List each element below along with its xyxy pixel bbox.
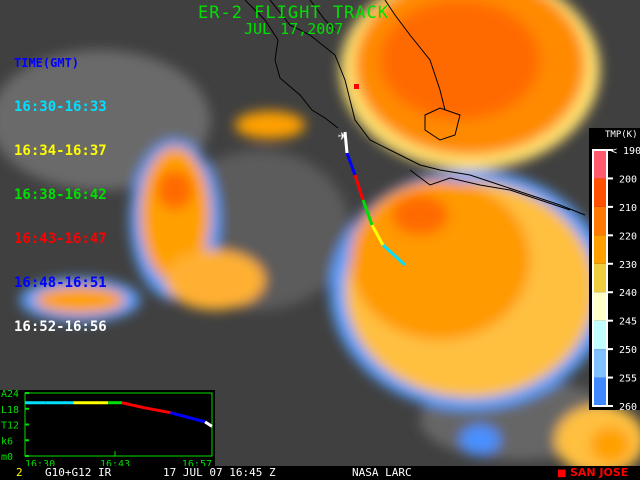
image-datetime: 17 JUL 07 16:45 Z [163,466,276,479]
map-title: ER-2 FLIGHT TRACK [198,3,389,23]
scale-tick-label: 230 [619,260,637,271]
scale-swatch [594,292,606,321]
scale-swatch [594,349,606,378]
x-tick-label: 16:30 [25,459,55,468]
track-segment [361,199,374,226]
sensor-label: G10+G12 IR [45,466,112,479]
scale-tick-label: 200 [619,174,637,185]
coastlines [244,0,586,216]
san-jose-marker [354,84,359,89]
scale-swatch [594,320,606,350]
track-segment [353,174,365,201]
y-tick-label: T12 [1,421,19,432]
scale-swatch [594,377,606,406]
scale-tick-label: 255 [619,374,637,385]
altitude-segment [142,405,171,415]
scale-tick-label: 245 [619,317,637,328]
san-jose-label: SAN JOSE [569,466,629,479]
y-tick-label: L18 [1,405,19,416]
altitude-segment [121,401,144,409]
y-tick-label: k6 [1,436,13,447]
flight-track: ✈ [338,128,407,267]
scale-tick-label: < 190 [611,146,640,157]
y-tick-label: m0 [1,452,13,463]
frame-number: 2 [16,466,23,479]
scale-tick-label: 250 [619,345,637,356]
scale-swatch [594,178,606,207]
track-segment [381,243,407,267]
time-legend-item: 16:30-16:33 [14,99,107,115]
track-segment [345,152,357,176]
altitude-segment [204,420,213,428]
scale-swatch [594,263,606,293]
scale-swatch [594,206,606,236]
source-label: NASA LARC [352,466,412,479]
status-bar: 2 G10+G12 IR 17 JUL 07 16:45 Z NASA LARC… [0,466,640,480]
scale-frame [592,149,608,407]
x-tick-label: 16:43 [100,459,130,468]
temperature-color-scale: TMP(K) < 190 200 210 220 230 240 245 250 255 260 [589,128,640,410]
altitude-segment [170,411,206,424]
time-legend-item: 16:48-16:51 [14,275,107,291]
san-jose-legend: ■ SAN JOSE [557,466,629,479]
scale-swatch [594,150,606,179]
time-legend-item: 16:34-16:37 [14,143,107,159]
time-legend: TIME(GMT) 16:30-16:33 16:34-16:37 16:38-… [14,27,107,363]
time-legend-item: 16:38-16:42 [14,187,107,203]
time-legend-item: 16:52-16:56 [14,319,107,335]
x-tick-label: 16:57 [182,459,212,468]
y-tick-label: A24 [1,390,19,400]
time-legend-header: TIME(GMT) [14,56,80,70]
track-segment [343,131,349,154]
time-legend-item: 16:43-16:47 [14,231,107,247]
scale-tick-label: 240 [619,288,637,299]
scale-swatch [594,235,606,264]
map-date: JUL 17,2007 [244,20,344,38]
aircraft-icon: ✈ [338,128,347,144]
scale-tick-label: 220 [619,231,637,242]
track-segment [370,224,385,246]
scale-tick-label: 210 [619,203,637,214]
scale-header: TMP(K) [605,130,638,140]
scale-tick-label: 260 [619,402,637,410]
